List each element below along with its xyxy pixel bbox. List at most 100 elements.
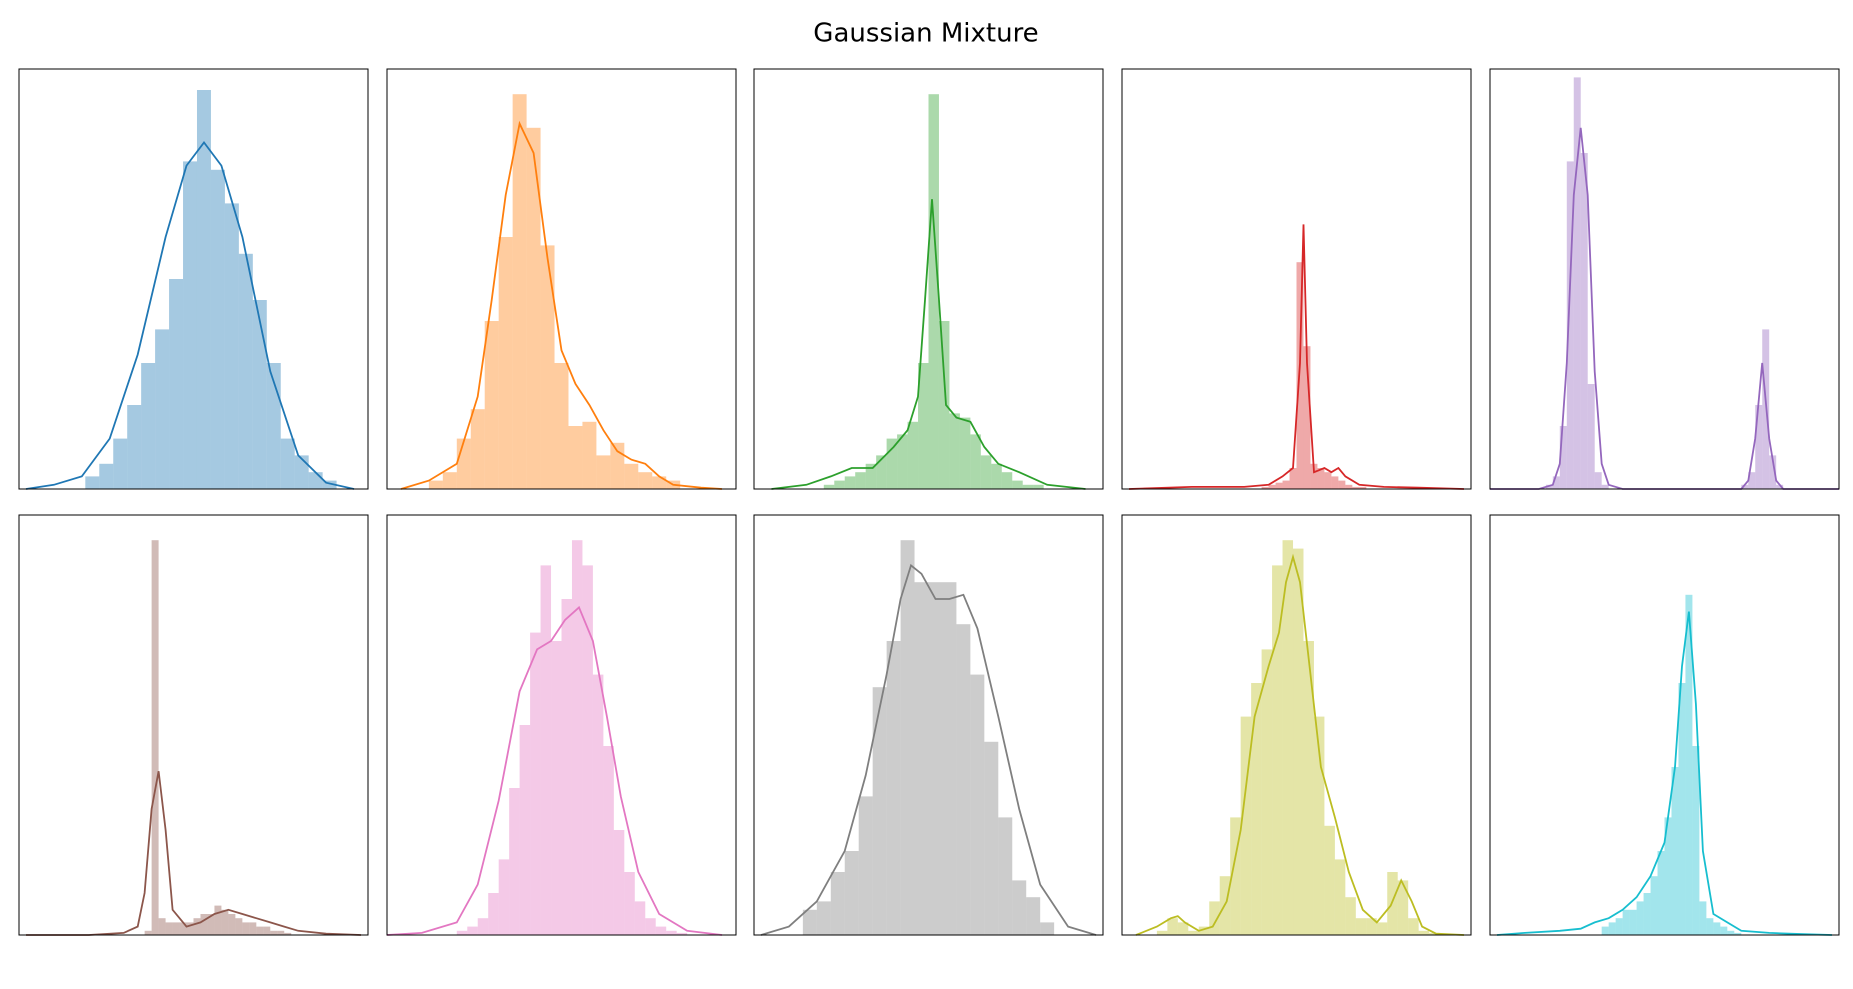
- histogram-bar: [1741, 484, 1749, 489]
- histogram-bar: [872, 687, 887, 935]
- histogram-bar: [970, 674, 985, 935]
- histogram-bar: [834, 480, 845, 489]
- histogram-bar: [928, 94, 939, 489]
- histogram-bar: [551, 641, 562, 935]
- histogram-bar: [256, 926, 264, 935]
- histogram-bar: [99, 463, 114, 489]
- plot-frame: [18, 68, 369, 490]
- histogram-bar: [1706, 918, 1714, 935]
- histogram-bar: [186, 922, 194, 935]
- histogram-bar: [959, 417, 971, 489]
- kde-line: [1135, 553, 1465, 936]
- histogram-bar: [498, 237, 513, 489]
- histogram-bar: [1338, 480, 1346, 489]
- histogram-bar: [207, 914, 215, 935]
- histogram-bar: [308, 472, 323, 489]
- panel: [753, 68, 1104, 490]
- histogram-bar: [151, 540, 159, 935]
- histogram-bar: [252, 300, 267, 489]
- histogram-bar: [484, 321, 499, 489]
- histogram-bar: [200, 914, 208, 935]
- histogram-bar: [221, 909, 229, 935]
- histogram-bar: [1622, 909, 1630, 935]
- histogram-bar: [596, 455, 611, 489]
- histogram-bar: [844, 476, 856, 489]
- histogram-bar: [214, 905, 222, 935]
- plot-frame: [1489, 68, 1840, 490]
- histogram-bar: [844, 851, 859, 935]
- histogram-bar: [998, 817, 1013, 935]
- panel: [386, 68, 737, 490]
- histogram-bar: [284, 932, 292, 935]
- histogram-bar: [1587, 384, 1595, 489]
- histogram-bar: [1748, 472, 1756, 489]
- histogram-bar: [1713, 922, 1721, 935]
- histogram-bar: [928, 582, 943, 935]
- histogram-bar: [193, 918, 201, 935]
- histogram-bar: [561, 599, 572, 935]
- plot-frame: [18, 514, 369, 936]
- histogram-bar: [540, 245, 555, 489]
- histogram-bar: [530, 632, 541, 935]
- histogram-bar: [1188, 930, 1199, 935]
- histogram-bar: [141, 363, 156, 489]
- histogram-bar: [645, 918, 656, 935]
- histogram-bar: [1303, 346, 1311, 489]
- histogram-bar: [956, 624, 971, 935]
- histogram-bar: [470, 409, 485, 489]
- plot-frame: [1121, 514, 1472, 936]
- histogram-bar: [582, 421, 597, 489]
- histogram-bar: [914, 582, 929, 935]
- histogram-bar: [554, 363, 569, 489]
- histogram-bar: [897, 434, 908, 489]
- histogram-bar: [1167, 918, 1178, 935]
- histogram-bar: [1650, 876, 1658, 935]
- histogram-bar: [540, 565, 552, 935]
- histogram-bar: [1303, 641, 1314, 935]
- panel: [1489, 68, 1840, 490]
- histogram-bar: [1261, 486, 1269, 489]
- histogram-bar: [456, 438, 471, 489]
- histogram-bar: [949, 413, 960, 489]
- histogram-bar: [477, 918, 489, 935]
- panel: [753, 514, 1104, 936]
- histogram-bar: [249, 922, 257, 935]
- histogram-bar: [238, 253, 253, 489]
- histogram-bar: [816, 901, 831, 935]
- histogram-bar: [1275, 482, 1283, 489]
- histogram-bar: [1026, 897, 1041, 935]
- histogram-bar: [1366, 918, 1377, 935]
- histogram-bar: [428, 480, 443, 489]
- histogram-bar: [1615, 918, 1623, 935]
- histogram-bar: [1397, 880, 1409, 935]
- histogram-bar: [1268, 484, 1276, 489]
- histogram-bar: [169, 279, 184, 489]
- histogram-bar: [127, 405, 142, 489]
- histogram-bar: [582, 565, 593, 935]
- histogram-bar: [1601, 926, 1609, 935]
- histogram-bar: [1776, 484, 1784, 489]
- histogram-bar: [1629, 909, 1637, 935]
- histogram-bar: [1156, 930, 1168, 935]
- histogram-bar: [652, 476, 667, 489]
- histogram-bar: [984, 741, 999, 935]
- kde-line: [771, 199, 1086, 490]
- histogram-bar: [1755, 405, 1763, 489]
- histogram-bar: [1352, 486, 1360, 489]
- histogram-bar: [823, 484, 835, 489]
- histogram-bar: [322, 480, 337, 489]
- histogram-bar: [1699, 901, 1707, 935]
- histogram-bar: [1230, 817, 1241, 935]
- histogram-bar: [876, 455, 887, 489]
- histogram-bar: [1678, 683, 1686, 935]
- histogram-bar: [1671, 767, 1679, 935]
- histogram-bar: [980, 455, 992, 489]
- plot-frame: [753, 514, 1104, 936]
- histogram-bar: [1376, 922, 1388, 935]
- histogram-bar: [918, 363, 929, 489]
- histogram-bar: [1636, 901, 1644, 935]
- histogram-bar: [165, 922, 173, 935]
- histogram-bar: [1240, 716, 1252, 935]
- plot-frame: [753, 68, 1104, 490]
